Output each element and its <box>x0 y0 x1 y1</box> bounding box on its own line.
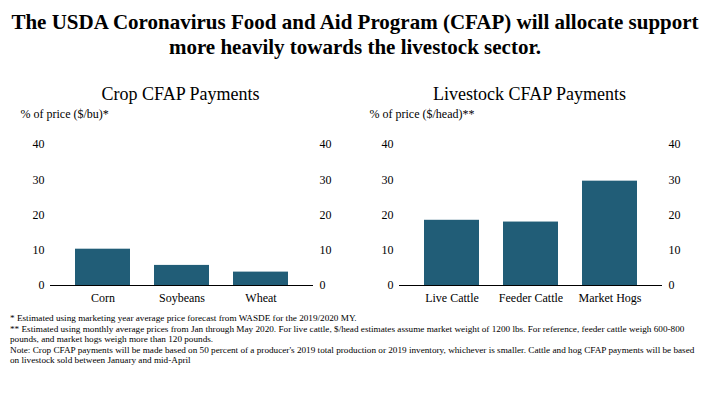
html-text:** Estimated using monthly ave: ** Estimated using monthly average price… <box>10 323 685 345</box>
svg-text:10: 10 <box>382 243 394 257</box>
svg-text:10: 10 <box>33 243 45 257</box>
svg-text:Soybeans: Soybeans <box>159 291 205 305</box>
html-text:The USDA Coronavirus Food and: The USDA Coronavirus Food and Aid Progra… <box>11 10 699 60</box>
svg-text:Market Hogs: Market Hogs <box>579 291 642 305</box>
html-text:Crop CFAP Payments: Crop CFAP Payments <box>101 84 260 104</box>
svg-text:10: 10 <box>669 243 681 257</box>
svg-text:Live Cattle: Live Cattle <box>425 291 479 305</box>
svg-text:0: 0 <box>669 278 675 292</box>
html-text:* Estimated using marketing ye: * Estimated using marketing year average… <box>10 313 357 323</box>
svg-text:30: 30 <box>669 173 681 187</box>
svg-text:Wheat: Wheat <box>245 291 277 305</box>
svg-text:% of price ($/bu)*: % of price ($/bu)* <box>21 107 109 121</box>
svg-text:20: 20 <box>669 208 681 222</box>
svg-text:40: 40 <box>669 137 681 151</box>
svg-text:40: 40 <box>382 137 394 151</box>
svg-text:0: 0 <box>388 278 394 292</box>
html-text:Livestock CFAP Payments: Livestock CFAP Payments <box>433 84 626 104</box>
svg-text:40: 40 <box>320 137 332 151</box>
svg-text:30: 30 <box>33 173 45 187</box>
svg-text:0: 0 <box>39 278 45 292</box>
svg-text:Feeder Cattle: Feeder Cattle <box>499 291 563 305</box>
svg-text:20: 20 <box>33 208 45 222</box>
svg-text:20: 20 <box>320 208 332 222</box>
svg-text:30: 30 <box>382 173 394 187</box>
svg-text:30: 30 <box>320 173 332 187</box>
svg-text:40: 40 <box>33 137 45 151</box>
svg-text:0: 0 <box>320 278 326 292</box>
svg-text:10: 10 <box>320 243 332 257</box>
svg-text:20: 20 <box>382 208 394 222</box>
html-text:Note: Crop CFAP payments will: Note: Crop CFAP payments will be made ba… <box>10 344 695 366</box>
svg-text:Corn: Corn <box>91 291 115 305</box>
svg-text:% of price ($/head)**: % of price ($/head)** <box>370 107 475 121</box>
